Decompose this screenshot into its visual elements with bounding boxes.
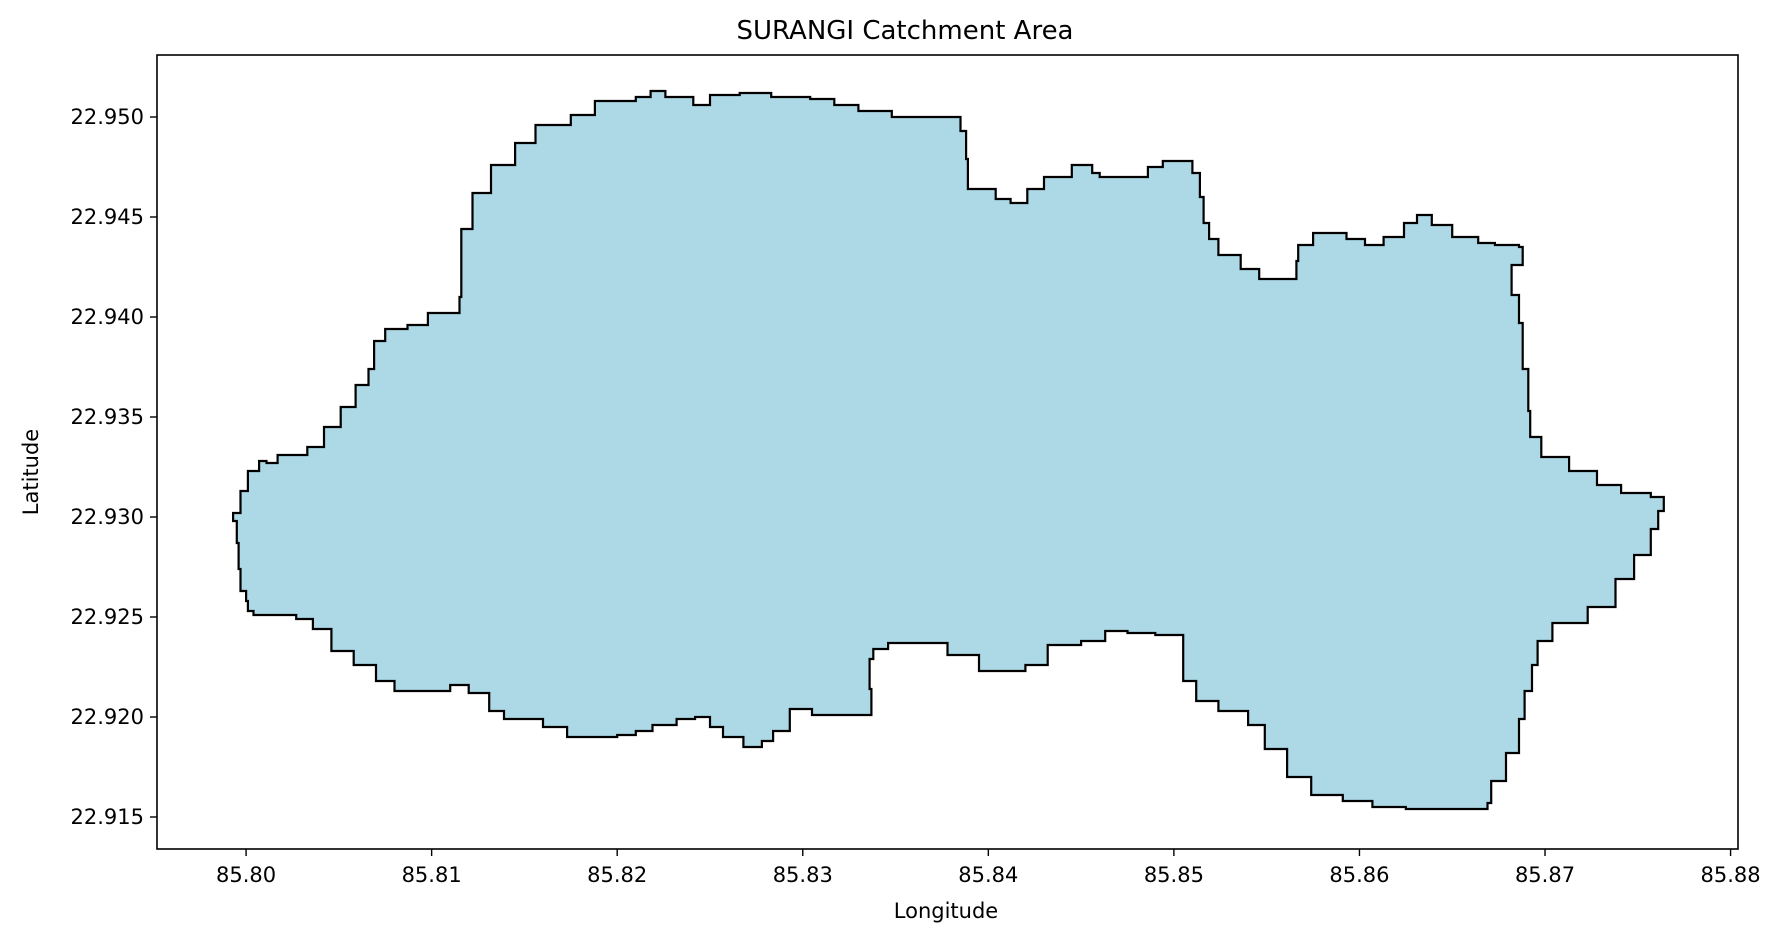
x-tick-label: 85.84 — [958, 863, 1018, 887]
y-tick-label: 22.945 — [71, 205, 144, 229]
y-tick-label: 22.935 — [71, 405, 144, 429]
x-tick-label: 85.80 — [216, 863, 276, 887]
plot-area — [156, 54, 1739, 850]
chart-title: SURANGI Catchment Area — [736, 16, 1073, 46]
y-axis-label: Latitude — [19, 429, 43, 515]
y-tick-label: 22.930 — [71, 505, 144, 529]
x-axis-label: Longitude — [894, 899, 998, 923]
catchment-polygon — [232, 89, 1665, 811]
x-tick-label: 85.86 — [1329, 863, 1389, 887]
x-axis-ticks: 85.80 85.81 85.82 85.83 85.84 85.85 85.86 85.87… — [216, 849, 1761, 887]
y-tick-label: 22.940 — [71, 305, 144, 329]
x-tick-label: 85.87 — [1515, 863, 1575, 887]
y-tick-label: 22.950 — [71, 105, 144, 129]
x-tick-label: 85.81 — [402, 863, 462, 887]
y-tick-label: 22.920 — [71, 705, 144, 729]
axes-frame — [156, 54, 1739, 850]
y-axis-ticks: 22.915 22.920 22.925 22.930 22.935 22.940 22.9… — [71, 105, 157, 829]
x-tick-label: 85.85 — [1144, 863, 1204, 887]
x-tick-label: 85.83 — [773, 863, 833, 887]
x-tick-label: 85.88 — [1701, 863, 1761, 887]
y-tick-label: 22.915 — [71, 805, 144, 829]
y-tick-label: 22.925 — [71, 605, 144, 629]
x-tick-label: 85.82 — [587, 863, 647, 887]
